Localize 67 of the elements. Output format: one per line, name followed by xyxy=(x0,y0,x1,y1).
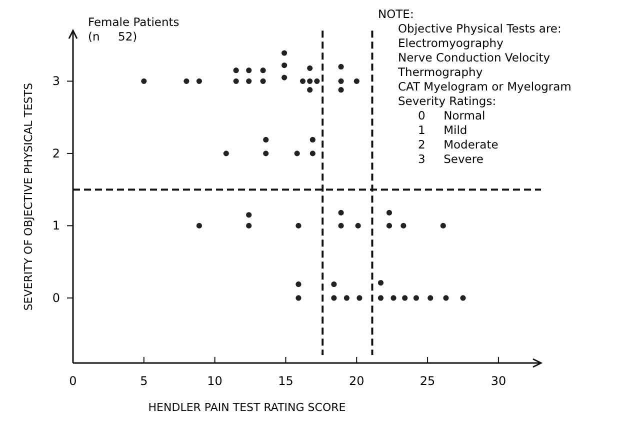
point xyxy=(246,222,252,229)
point xyxy=(386,222,392,229)
point xyxy=(338,78,344,84)
annotation: Female Patients (n 52) xyxy=(88,15,180,44)
point xyxy=(263,136,269,143)
point xyxy=(307,65,313,71)
point xyxy=(196,78,202,84)
x-axis-title: HENDLER PAIN TEST RATING SCORE xyxy=(148,401,346,414)
point xyxy=(402,295,408,301)
point xyxy=(260,78,266,84)
x-tick-label: 5 xyxy=(140,374,148,388)
point xyxy=(246,68,252,74)
point xyxy=(386,210,392,216)
point xyxy=(331,295,337,301)
point xyxy=(354,78,360,84)
y-tick-label: 2 xyxy=(52,146,60,160)
point xyxy=(223,150,229,156)
point xyxy=(413,295,419,301)
point xyxy=(443,295,449,301)
point xyxy=(260,68,266,74)
point xyxy=(263,150,269,156)
point xyxy=(400,222,406,229)
point xyxy=(344,295,350,301)
x-tick-label: 15 xyxy=(278,374,294,388)
point xyxy=(460,295,466,301)
point xyxy=(390,295,396,301)
point xyxy=(338,64,344,70)
y-tick-label: 3 xyxy=(52,74,60,88)
point xyxy=(296,222,302,229)
point xyxy=(378,280,384,286)
x-tick-label: 25 xyxy=(420,374,436,388)
x-tick-label: 0 xyxy=(69,374,77,388)
point xyxy=(310,150,316,156)
point xyxy=(338,222,344,229)
point xyxy=(378,295,384,301)
x-tick-label: 10 xyxy=(207,374,222,388)
point xyxy=(440,222,446,229)
point xyxy=(338,87,344,93)
point xyxy=(296,281,302,288)
point xyxy=(246,212,252,218)
point xyxy=(428,295,434,301)
y-tick-label: 0 xyxy=(52,290,60,305)
point xyxy=(282,62,288,68)
point xyxy=(314,78,320,84)
text: NOTE: Objective Physical Tests are: Electromyography Nerve Conduction Velocity Thermography CAT Myelogram or Myelogram Severity Ratings: 0 Normal 1 Mild 2 Moderate 3 Severe xyxy=(378,7,572,166)
point xyxy=(307,87,313,93)
point xyxy=(300,78,306,84)
point xyxy=(282,74,288,80)
point xyxy=(355,222,361,229)
point xyxy=(310,136,316,143)
point xyxy=(233,78,239,84)
point xyxy=(331,281,337,288)
point xyxy=(296,295,302,301)
point xyxy=(282,50,288,56)
x-tick-label: 30 xyxy=(490,374,506,388)
point xyxy=(338,210,344,216)
point xyxy=(184,78,190,84)
point xyxy=(307,78,313,84)
y-axis-title: SEVERITY OF OBJECTIVE PHYSICAL TESTS xyxy=(22,82,35,311)
point xyxy=(294,150,300,156)
point xyxy=(196,222,202,229)
point xyxy=(246,78,252,84)
x-tick-label: 20 xyxy=(348,374,364,388)
point xyxy=(356,295,362,301)
y-tick-label: 1 xyxy=(52,218,60,233)
point xyxy=(233,68,239,74)
point xyxy=(141,78,147,84)
